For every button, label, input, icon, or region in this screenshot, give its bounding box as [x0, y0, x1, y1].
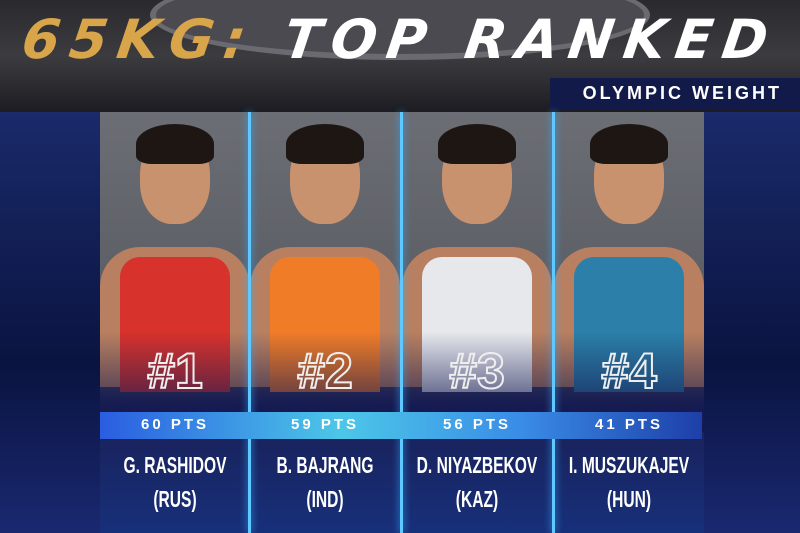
wrestler-name: G. RASHIDOV — [123, 453, 227, 479]
olympic-weight-banner: OLYMPIC WEIGHT — [550, 78, 800, 110]
wrestler-card: #4 — [554, 112, 704, 533]
wrestler-name: I. MUSZUKAJEV — [568, 453, 690, 479]
wrestler-country: (HUN) — [606, 487, 652, 513]
wrestler-name: B. BAJRANG — [276, 453, 374, 479]
points: 56 PTS — [442, 416, 512, 433]
weight-class: 65KG: — [18, 8, 260, 71]
column-divider — [248, 112, 251, 533]
column-divider — [552, 112, 555, 533]
wrestler-hair — [590, 124, 668, 164]
wrestler-country: (RUS) — [153, 487, 197, 513]
wrestler-country: (KAZ) — [455, 487, 499, 513]
wrestler-hair — [438, 124, 516, 164]
rank-number: #2 — [296, 342, 354, 400]
left-crowd — [0, 112, 100, 533]
points-bar — [100, 412, 702, 439]
points: 60 PTS — [140, 416, 210, 433]
title-text: TOP RANKED — [279, 8, 782, 71]
wrestler-country: (IND) — [306, 487, 344, 513]
rank-number: #1 — [146, 342, 204, 400]
wrestler-hair — [286, 124, 364, 164]
arena-background — [0, 0, 800, 112]
points: 41 PTS — [594, 416, 664, 433]
wrestler-name: D. NIYAZBEKOV — [416, 453, 538, 479]
rank-number: #4 — [600, 342, 658, 400]
wrestler-hair — [136, 124, 214, 164]
title: 65KG: TOP RANKED — [0, 8, 800, 71]
right-crowd — [702, 112, 800, 533]
rank-number: #3 — [448, 342, 506, 400]
points: 59 PTS — [290, 416, 360, 433]
column-divider — [400, 112, 403, 533]
